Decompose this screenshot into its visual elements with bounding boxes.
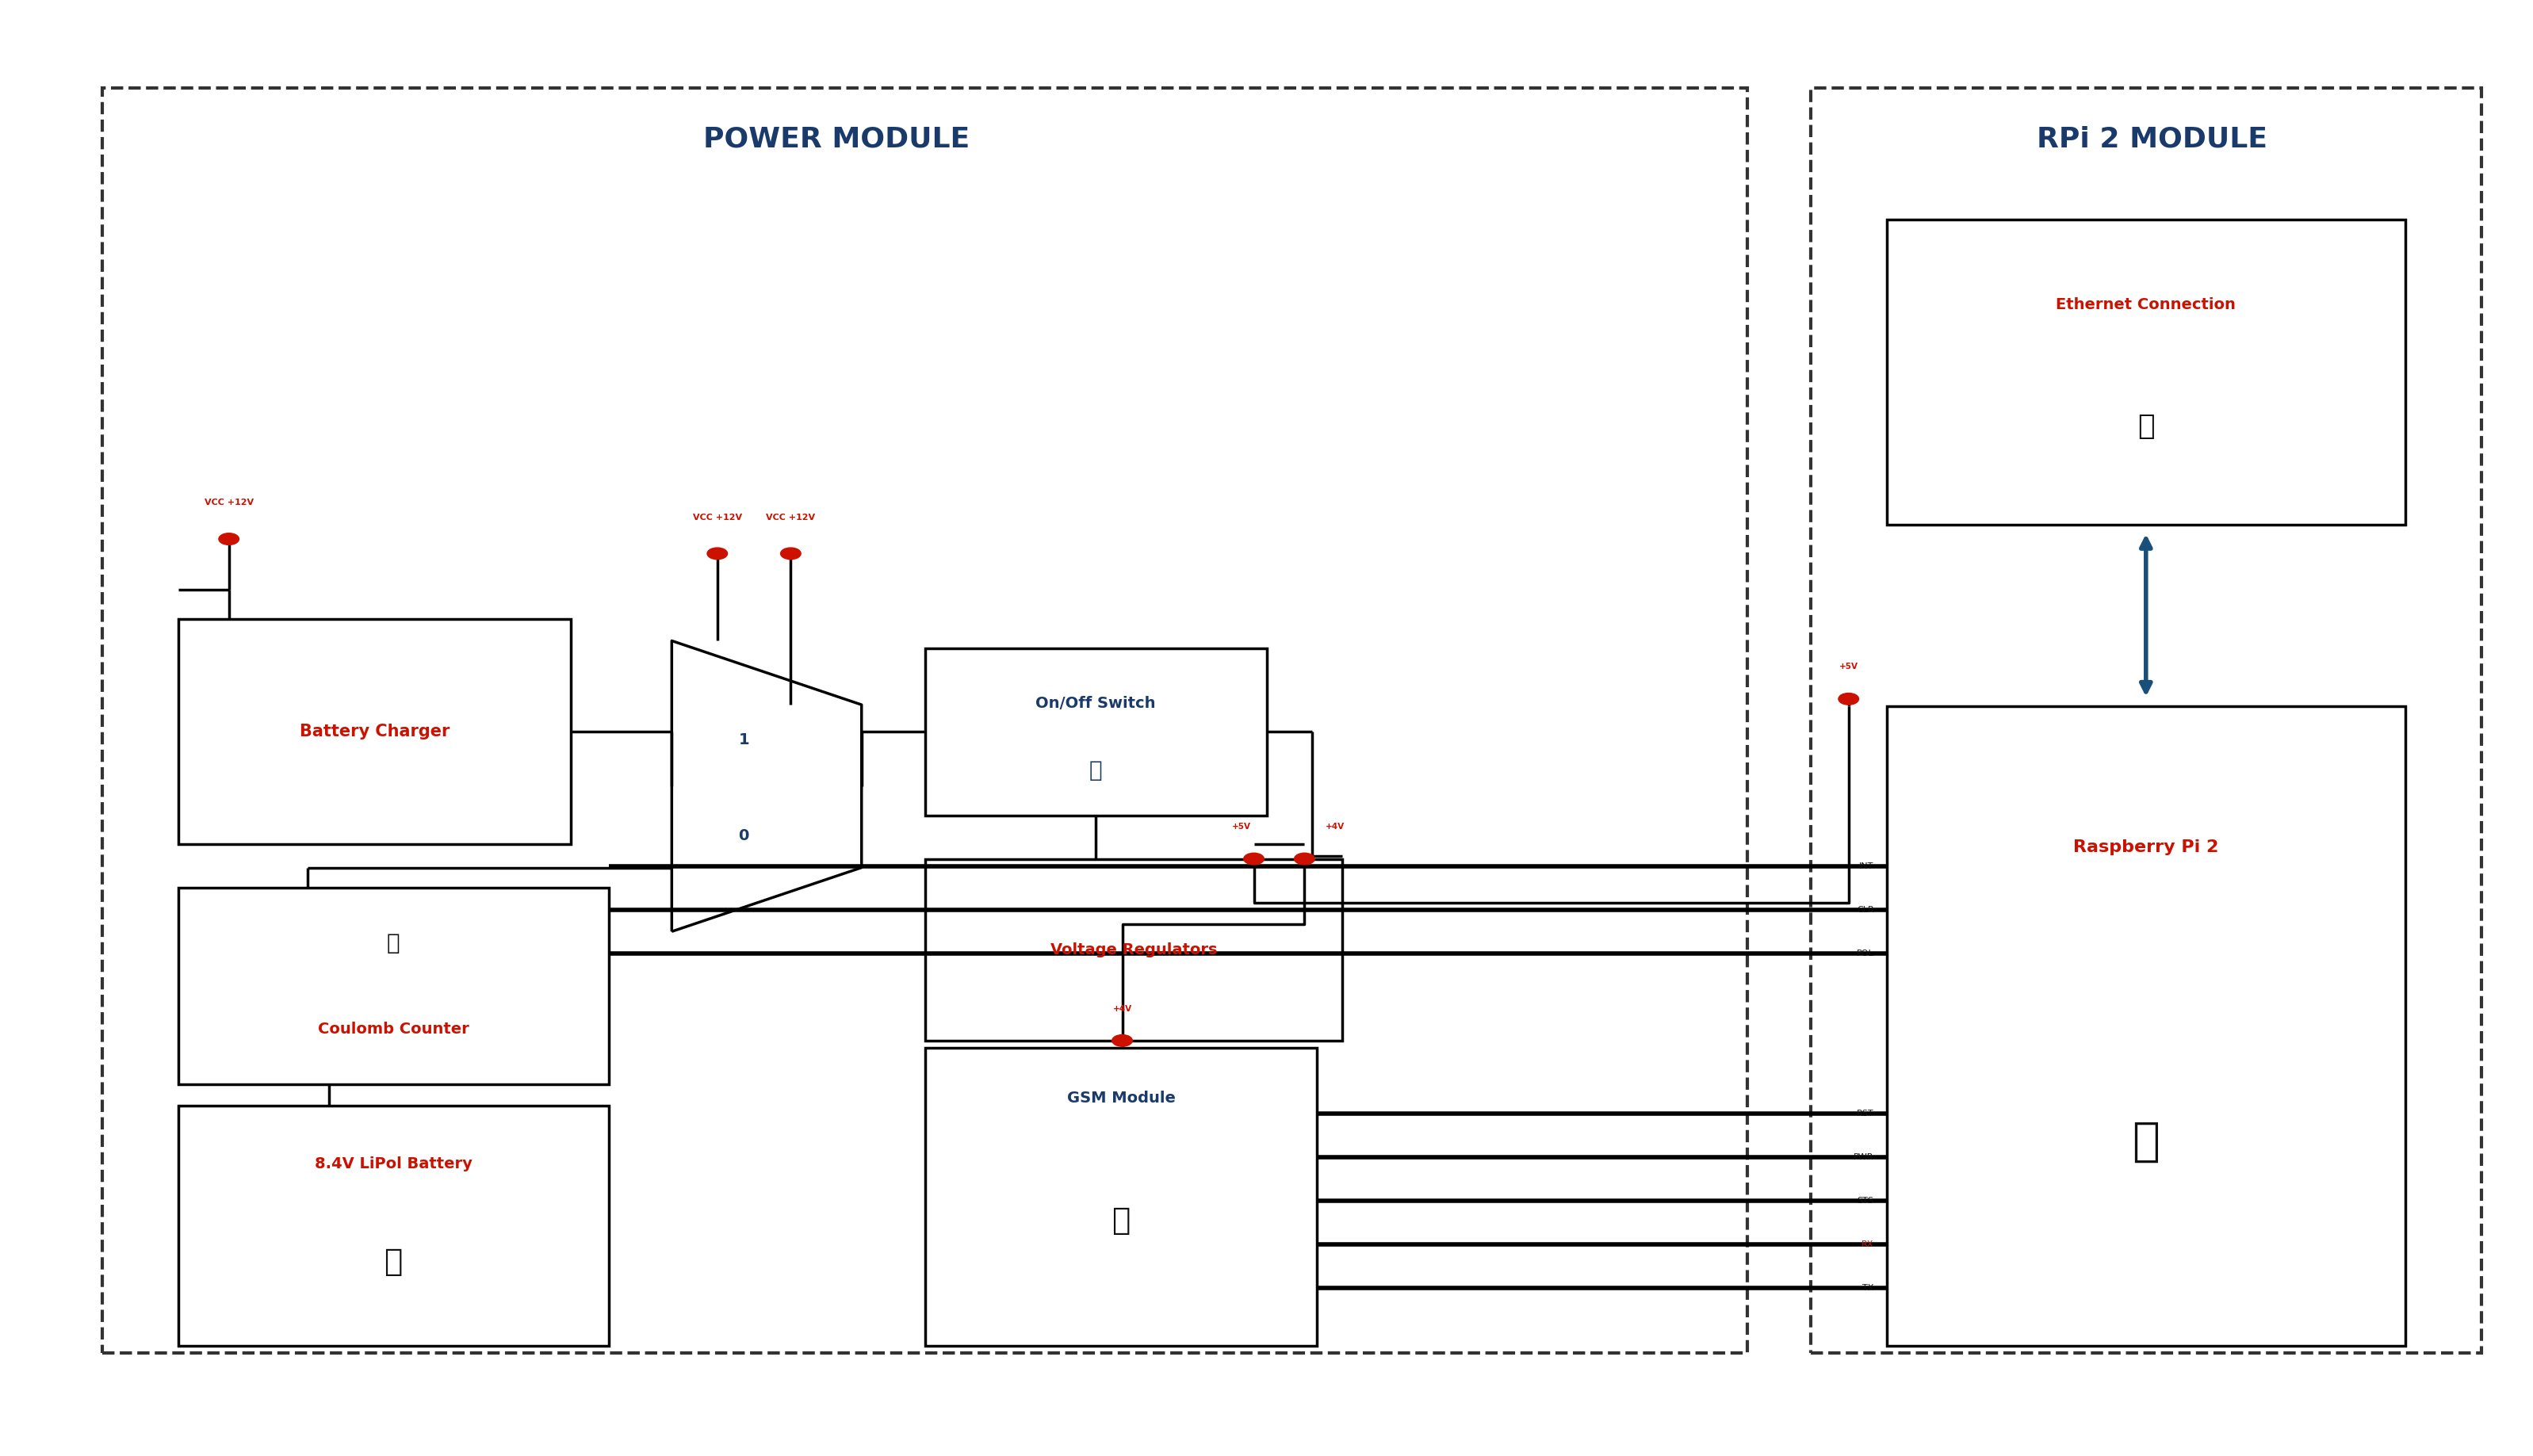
Circle shape: [1839, 693, 1859, 705]
Circle shape: [218, 533, 238, 545]
Text: CLR: CLR: [1857, 906, 1874, 914]
Bar: [1887, 220, 2406, 524]
Circle shape: [1294, 853, 1315, 865]
Bar: [177, 888, 608, 1085]
Text: RPi 2 MODULE: RPi 2 MODULE: [2037, 125, 2267, 153]
Text: INT: INT: [1859, 862, 1874, 871]
Bar: [925, 1048, 1317, 1345]
Text: POL: POL: [1857, 949, 1874, 957]
Text: PWR: PWR: [1854, 1153, 1874, 1160]
Text: VCC +12V: VCC +12V: [765, 513, 816, 521]
Text: VCC +12V: VCC +12V: [205, 499, 253, 507]
Bar: [177, 1107, 608, 1345]
Text: 🔌: 🔌: [2138, 414, 2156, 440]
Circle shape: [707, 547, 727, 559]
Text: RST: RST: [1857, 1109, 1874, 1117]
Text: +4V: +4V: [1325, 823, 1345, 831]
Text: 8.4V LiPol Battery: 8.4V LiPol Battery: [314, 1156, 471, 1171]
Bar: [925, 648, 1266, 815]
Text: RX: RX: [1862, 1241, 1874, 1248]
Bar: [1887, 706, 2406, 1345]
Text: POWER MODULE: POWER MODULE: [704, 125, 970, 153]
Bar: [177, 619, 570, 844]
Text: Coulomb Counter: Coulomb Counter: [317, 1022, 469, 1037]
Text: 0: 0: [740, 828, 750, 843]
Text: 🧩: 🧩: [2133, 1118, 2161, 1163]
Text: 📱: 📱: [1112, 1206, 1130, 1236]
Bar: [925, 859, 1342, 1041]
Text: Raspberry Pi 2: Raspberry Pi 2: [2075, 839, 2219, 855]
Text: Ethernet Connection: Ethernet Connection: [2057, 297, 2237, 312]
Circle shape: [1244, 853, 1264, 865]
Text: TX: TX: [1862, 1284, 1874, 1291]
Circle shape: [780, 547, 800, 559]
Text: Battery Charger: Battery Charger: [299, 724, 448, 740]
Text: ⏻: ⏻: [1089, 759, 1102, 782]
Circle shape: [1112, 1035, 1132, 1047]
Text: +5V: +5V: [1231, 823, 1251, 831]
Text: VCC +12V: VCC +12V: [692, 513, 742, 521]
Text: STS: STS: [1857, 1197, 1874, 1204]
Text: GSM Module: GSM Module: [1066, 1091, 1175, 1107]
Text: On/Off Switch: On/Off Switch: [1036, 696, 1155, 711]
Bar: [1811, 89, 2482, 1353]
Text: 1: 1: [740, 732, 750, 747]
Text: +5V: +5V: [1839, 662, 1859, 671]
Text: 🚦: 🚦: [388, 932, 400, 954]
Text: 🔋: 🔋: [385, 1246, 403, 1277]
Text: Voltage Regulators: Voltage Regulators: [1051, 942, 1216, 957]
Text: +4V: +4V: [1112, 1005, 1132, 1012]
Bar: [101, 89, 1748, 1353]
